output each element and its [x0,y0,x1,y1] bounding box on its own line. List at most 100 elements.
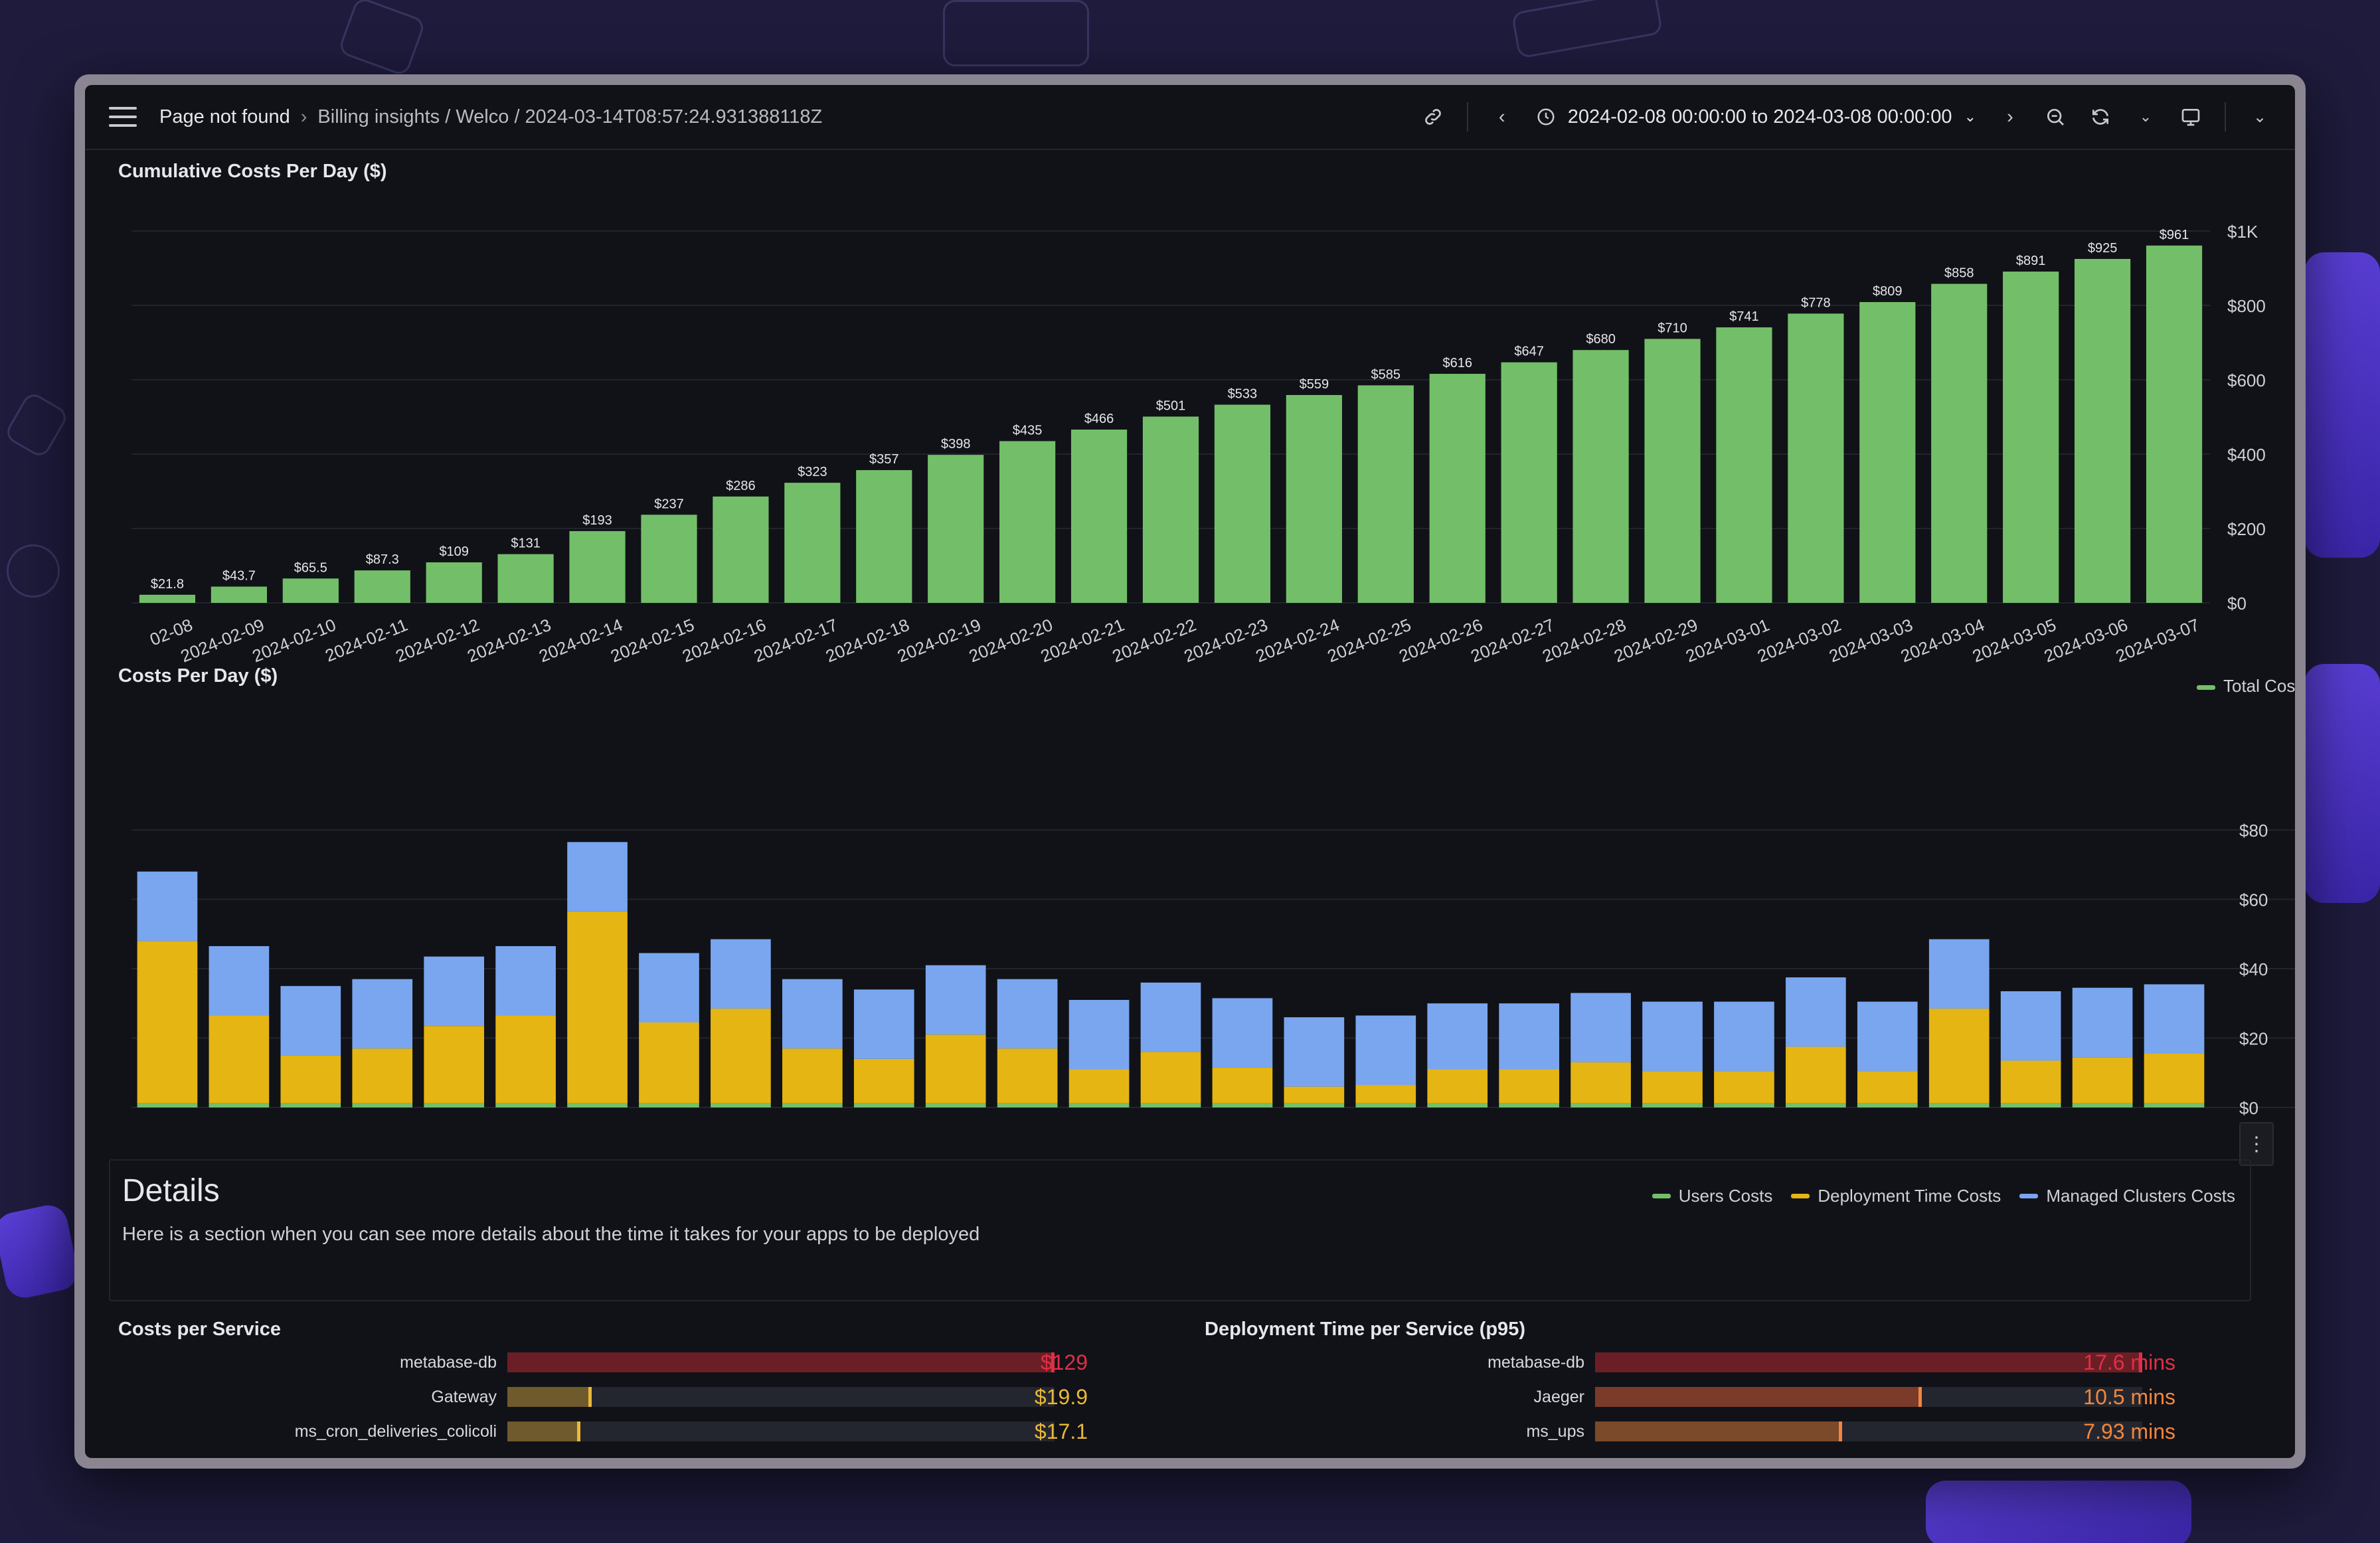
panel-menu-icon[interactable]: ⋮ [2239,1122,2274,1166]
bar-segment[interactable] [782,1048,843,1103]
bar-segment[interactable] [1355,1015,1416,1086]
bar-segment[interactable] [711,1009,771,1103]
bar-segment[interactable] [1068,1000,1130,1070]
bar-segment[interactable] [1857,1001,1918,1072]
bar-segment[interactable] [997,979,1058,1049]
bar-segment[interactable] [1714,1103,1774,1107]
bar-segment[interactable] [997,1103,1058,1107]
bar-segment[interactable] [1571,993,1631,1063]
bar-segment[interactable] [639,953,699,1022]
bar-segment[interactable] [853,1103,914,1107]
bar[interactable] [1286,394,1342,603]
tv-icon[interactable] [2179,106,2202,128]
bar-segment[interactable] [1140,982,1201,1052]
bar-segment[interactable] [424,1026,485,1103]
bar-segment[interactable] [2144,984,2205,1054]
bar[interactable] [1214,404,1271,603]
bar[interactable] [2146,245,2203,604]
chevron-down-icon[interactable]: ⌄ [2139,108,2152,125]
bar-segment[interactable] [1786,1103,1846,1107]
bar-segment[interactable] [1571,1103,1631,1107]
bar[interactable] [426,562,482,603]
bar-segment[interactable] [1212,1103,1273,1107]
bar-segment[interactable] [1857,1071,1918,1103]
bar[interactable] [1142,416,1199,603]
bar[interactable] [354,570,410,603]
bar-segment[interactable] [853,989,914,1059]
breadcrumb-path[interactable]: Billing insights / Welco / 2024-03-14T08… [317,106,823,127]
bar-segment[interactable] [424,1103,485,1107]
zoom-out-icon[interactable] [2044,106,2067,128]
bar-segment[interactable] [711,1103,771,1107]
bar[interactable] [1931,284,1988,603]
bar-segment[interactable] [997,1048,1058,1103]
bar-segment[interactable] [1140,1103,1201,1107]
bar-segment[interactable] [2000,1060,2061,1103]
chevron-left-icon[interactable]: ‹ [1498,106,1505,127]
bar-segment[interactable] [639,1022,699,1103]
link-icon[interactable] [1422,106,1444,128]
bar-segment[interactable] [209,1015,270,1103]
bar-segment[interactable] [495,1015,556,1103]
bar-segment[interactable] [2144,1054,2205,1103]
bar[interactable] [1429,374,1486,603]
bar[interactable] [1716,327,1772,603]
bar-segment[interactable] [1857,1103,1918,1107]
bar-segment[interactable] [280,986,341,1056]
bar[interactable] [1644,339,1701,603]
legend-item[interactable]: Deployment Time Costs [1791,1186,2001,1206]
bar[interactable] [1788,313,1844,603]
bar-segment[interactable] [711,939,771,1009]
bar-segment[interactable] [1714,1071,1774,1103]
bar-segment[interactable] [639,1103,699,1107]
bar-segment[interactable] [209,1103,270,1107]
chevron-down-icon[interactable]: ⌄ [2252,108,2267,126]
bar[interactable] [713,496,769,603]
bar[interactable] [139,594,196,603]
bar-segment[interactable] [495,1103,556,1107]
legend-item[interactable]: Users Costs [1652,1186,1772,1206]
bar[interactable] [2003,272,2059,603]
bar-segment[interactable] [280,1055,341,1103]
menu-icon[interactable] [109,107,137,127]
bar-segment[interactable] [1355,1103,1416,1107]
bar[interactable] [999,441,1056,603]
bar[interactable] [282,578,339,603]
bar-segment[interactable] [1642,1001,1703,1072]
bar-segment[interactable] [352,1103,413,1107]
bar-segment[interactable] [782,979,843,1049]
bar[interactable] [1357,385,1414,603]
bar[interactable] [784,483,841,603]
bar-segment[interactable] [1499,1103,1559,1107]
bar-segment[interactable] [1284,1103,1345,1107]
bar[interactable] [497,554,554,603]
bar-segment[interactable] [2072,1057,2133,1103]
breadcrumb-home[interactable]: Page not found [159,106,290,127]
bar-segment[interactable] [1284,1086,1345,1103]
bar-segment[interactable] [2072,1103,2133,1107]
bar-segment[interactable] [424,956,485,1026]
bar-segment[interactable] [1140,1052,1201,1103]
bar-segment[interactable] [1928,1009,1990,1103]
bar-segment[interactable] [1427,1103,1488,1107]
bar-segment[interactable] [2144,1103,2205,1107]
bar-segment[interactable] [280,1103,341,1107]
bar-segment[interactable] [352,1048,413,1103]
bar-segment[interactable] [1786,977,1846,1047]
bar-segment[interactable] [137,1103,198,1107]
bar-segment[interactable] [137,871,198,941]
bar-segment[interactable] [1284,1017,1345,1087]
bar[interactable] [1572,350,1629,603]
time-range-picker[interactable]: 2024-02-08 00:00:00 to 2024-03-08 00:00:… [1536,106,1976,128]
bar-segment[interactable] [352,979,413,1049]
bar-segment[interactable] [1642,1103,1703,1107]
bar-segment[interactable] [1355,1085,1416,1103]
bar-segment[interactable] [925,1034,986,1103]
bar-segment[interactable] [925,965,986,1035]
bar-segment[interactable] [567,1103,628,1107]
bar[interactable] [1859,301,1916,603]
bar-segment[interactable] [1212,1067,1273,1103]
bar-segment[interactable] [2000,991,2061,1061]
bar-segment[interactable] [1212,998,1273,1068]
bar[interactable] [1070,430,1128,603]
